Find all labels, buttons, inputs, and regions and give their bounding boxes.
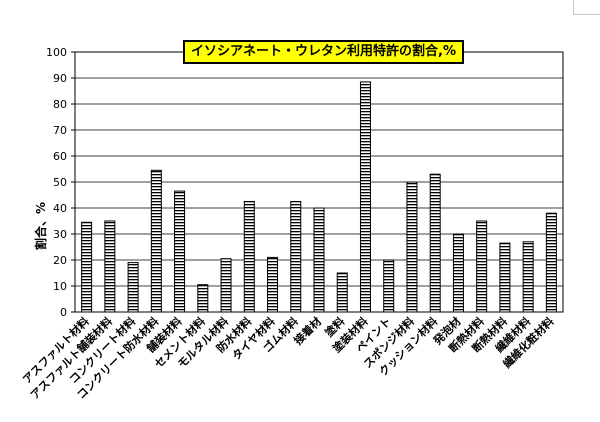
y-axis-label: 割合、% <box>34 201 48 251</box>
y-tick-label: 60 <box>53 150 67 163</box>
y-axis-ticks: 0 10 20 30 40 50 60 70 80 90 100 <box>46 46 75 319</box>
y-tick-label: 80 <box>53 98 67 111</box>
bar <box>150 169 162 313</box>
y-tick-label: 70 <box>53 124 67 137</box>
y-tick-label: 50 <box>53 176 67 189</box>
bar <box>220 258 232 313</box>
bar <box>406 181 418 313</box>
bar <box>127 262 139 313</box>
bar <box>452 233 464 313</box>
y-tick-label: 100 <box>46 46 67 59</box>
bar <box>243 201 255 313</box>
bar <box>336 272 348 313</box>
bar <box>359 81 371 313</box>
x-axis-ticks: アスファルト材料アスファルト舗装材料コンクリート材料コンクリート防水材料舗装材料… <box>20 314 557 402</box>
bar <box>476 220 488 313</box>
bar <box>499 242 511 313</box>
bar <box>104 220 116 313</box>
window-corner-mark <box>573 0 600 15</box>
y-tick-label: 40 <box>53 202 67 215</box>
bar <box>197 284 209 313</box>
y-tick-label: 10 <box>53 280 67 293</box>
bar <box>545 212 557 313</box>
bars <box>81 81 557 313</box>
y-tick-label: 20 <box>53 254 67 267</box>
bar <box>313 207 325 313</box>
bar <box>429 173 441 313</box>
bar <box>290 201 302 313</box>
bar <box>174 190 186 313</box>
y-tick-label: 0 <box>60 306 67 319</box>
bar <box>383 259 395 313</box>
y-tick-label: 30 <box>53 228 67 241</box>
bar <box>267 256 279 313</box>
bar <box>81 221 93 313</box>
bar <box>522 241 534 313</box>
chart-title: イソシアネート・ウレタン利用特許の割合,% <box>183 40 464 64</box>
y-tick-label: 90 <box>53 72 67 85</box>
